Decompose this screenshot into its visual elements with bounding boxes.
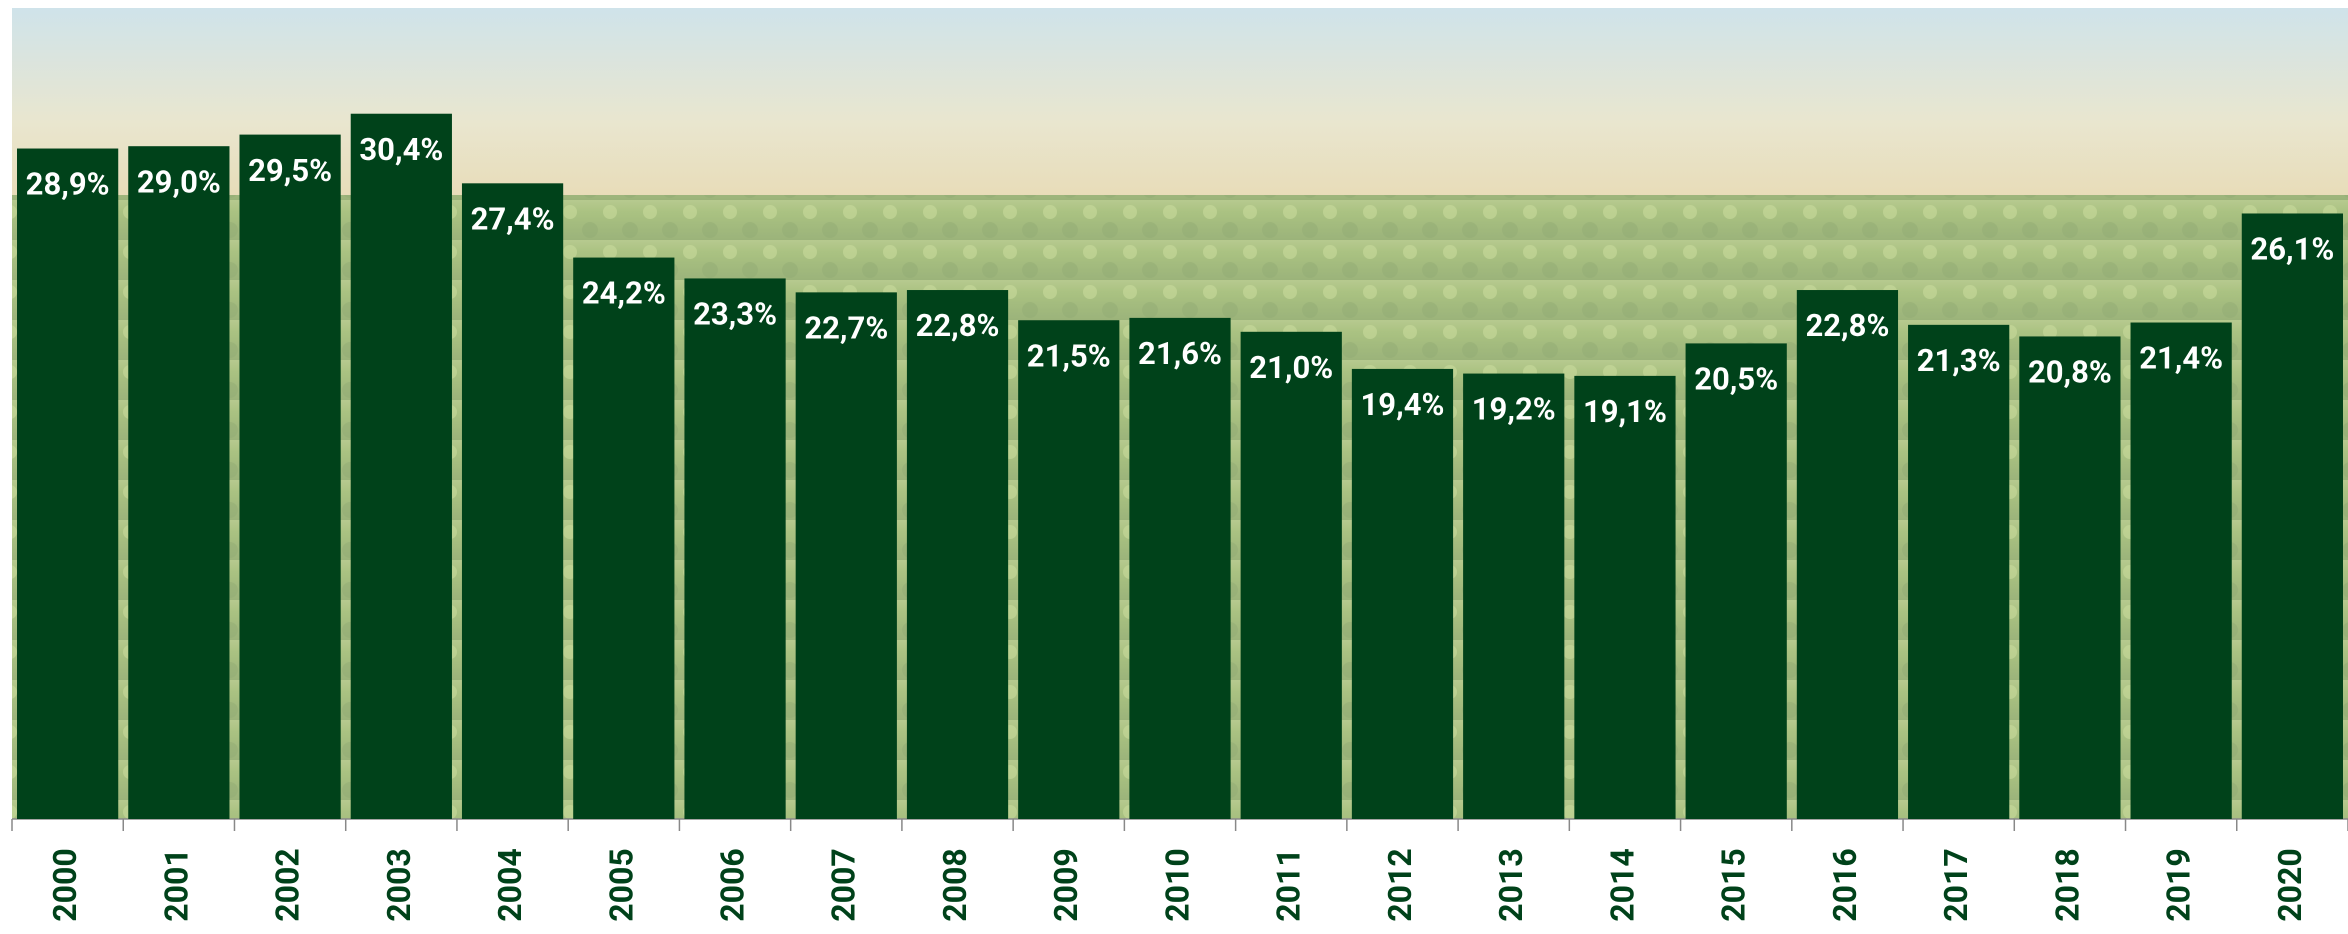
bar	[906, 290, 1009, 819]
bar	[573, 257, 675, 819]
x-tick-label: 2005	[602, 848, 640, 921]
value-label: 21,4%	[2139, 340, 2223, 377]
value-label: 28,9%	[26, 166, 110, 203]
x-tick-label: 2010	[1158, 848, 1196, 921]
bar	[239, 134, 341, 820]
value-label: 21,3%	[1917, 342, 2001, 379]
x-tick-label: 2017	[1937, 848, 1975, 921]
bar	[1018, 320, 1120, 819]
bar	[128, 146, 230, 819]
x-tick-label: 2007	[825, 848, 863, 921]
value-label: 19,1%	[1583, 393, 1667, 430]
value-label: 26,1%	[2250, 231, 2334, 268]
bar	[1351, 368, 1454, 819]
value-label: 29,0%	[137, 163, 221, 200]
value-label: 29,5%	[248, 152, 332, 189]
x-tick-label: 2013	[1492, 848, 1530, 921]
bar	[2130, 322, 2232, 819]
x-tick-label: 2019	[2160, 848, 2198, 921]
x-tick-label: 2020	[2271, 848, 2309, 921]
bar	[461, 183, 564, 819]
bar	[1129, 317, 1231, 819]
value-label: 20,8%	[2028, 354, 2112, 391]
x-tick-label: 2018	[2048, 848, 2086, 921]
x-tick-label: 2000	[46, 848, 84, 921]
bar	[17, 148, 119, 819]
value-label: 24,2%	[582, 275, 666, 312]
x-tick-label: 2001	[157, 848, 195, 921]
value-label: 22,7%	[804, 310, 888, 347]
x-tick-label: 2014	[1603, 848, 1641, 921]
bar	[1463, 373, 1565, 819]
x-tick-label: 2016	[1826, 848, 1864, 921]
value-label: 23,3%	[693, 296, 777, 333]
bar	[1240, 331, 1342, 819]
x-tick-label: 2003	[380, 848, 418, 921]
bar	[1685, 343, 1787, 819]
x-tick-label: 2012	[1381, 848, 1419, 921]
x-tick-label: 2004	[491, 848, 529, 921]
bar	[2241, 213, 2343, 820]
x-tick-label: 2011	[1270, 848, 1308, 921]
x-tick-label: 2008	[936, 848, 974, 921]
value-label: 20,5%	[1694, 361, 1778, 398]
value-label: 27,4%	[471, 201, 555, 238]
bar	[1574, 375, 1676, 819]
value-label: 19,4%	[1361, 386, 1445, 423]
bar	[2019, 336, 2121, 819]
bar	[1908, 324, 2010, 819]
bar	[684, 278, 786, 819]
value-label: 30,4%	[359, 131, 443, 168]
value-label: 21,0%	[1249, 349, 1333, 386]
bar	[350, 113, 452, 820]
bar	[1796, 290, 1899, 819]
value-label: 21,5%	[1027, 337, 1111, 374]
value-label: 19,2%	[1472, 391, 1556, 428]
bar	[795, 292, 897, 819]
x-tick-label: 2015	[1715, 848, 1753, 921]
x-tick-label: 2006	[714, 848, 752, 921]
x-tick-label: 2002	[269, 848, 307, 921]
value-label: 22,8%	[916, 307, 1000, 344]
value-label: 22,8%	[1805, 307, 1889, 344]
value-label: 21,6%	[1138, 335, 1222, 372]
x-tick-label: 2009	[1047, 848, 1085, 921]
